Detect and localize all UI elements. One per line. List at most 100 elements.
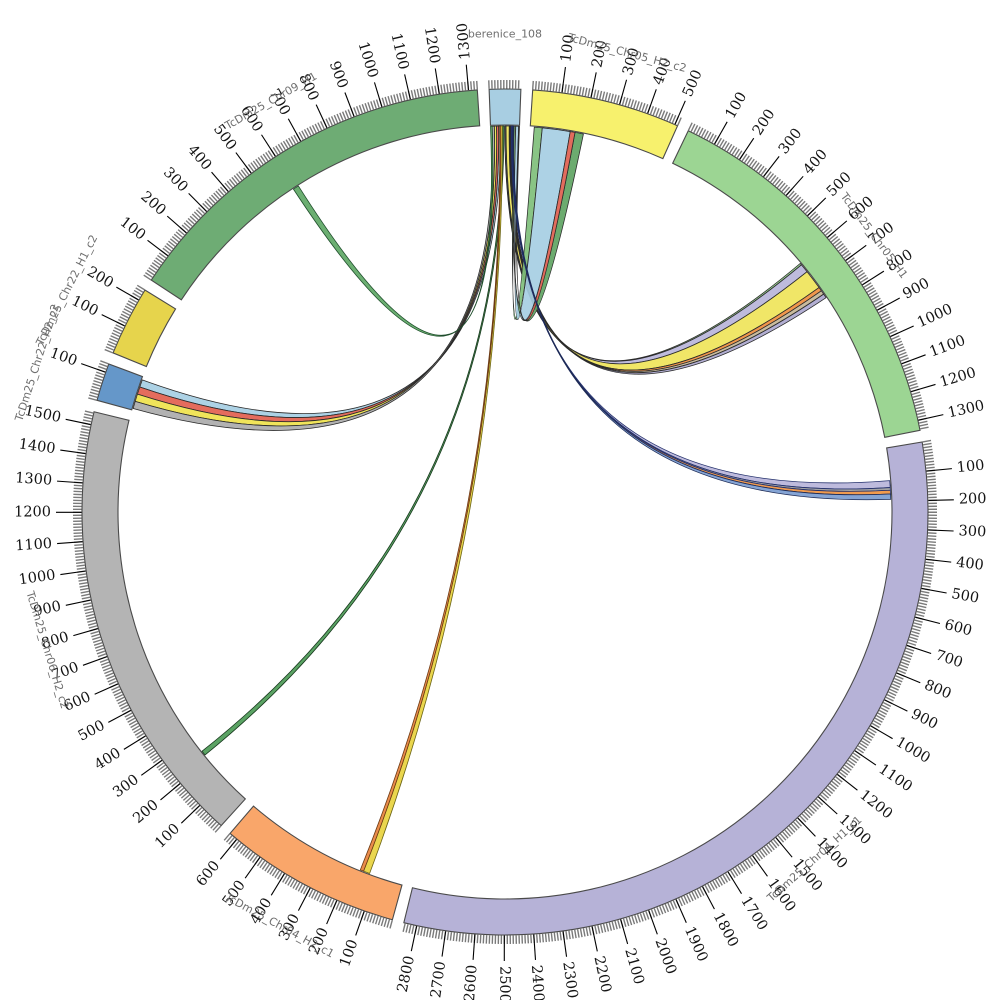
minor-tick (266, 865, 273, 874)
minor-tick (96, 371, 105, 376)
minor-tick (113, 691, 122, 697)
minor-tick (880, 707, 889, 713)
minor-tick (900, 661, 910, 666)
tick-number-TcDm25_Chr04_H1_c1-1900: 1900 (681, 924, 711, 964)
tick-number-TcDm25_Chr04_H1_c1-1200: 1200 (856, 787, 895, 822)
minor-tick (831, 780, 839, 788)
minor-tick (828, 233, 837, 241)
minor-tick (865, 732, 874, 739)
minor-tick (80, 430, 90, 434)
minor-tick (739, 863, 746, 872)
minor-tick (341, 903, 346, 913)
tick-number-TcDm25_Chr04_H1_c1-2800: 2800 (395, 954, 418, 993)
minor-tick (120, 313, 129, 319)
minor-tick (617, 920, 621, 929)
minor-tick (858, 274, 867, 281)
minor-tick (195, 807, 203, 815)
minor-tick (876, 714, 885, 721)
minor-tick (779, 182, 786, 191)
minor-tick (81, 425, 91, 429)
ribbon-layer (132, 125, 892, 874)
minor-tick (381, 97, 386, 107)
major-tick (901, 354, 926, 365)
minor-tick (709, 882, 716, 891)
minor-tick (455, 932, 459, 942)
tick-number-TcDm25_Chr04_H1_c1-100: 100 (956, 458, 985, 477)
minor-tick (184, 796, 193, 804)
minor-tick (807, 807, 815, 815)
segment-TcDm25_Chr05_H2_c2 (529, 89, 679, 160)
minor-tick (338, 902, 343, 912)
minor-tick (98, 365, 107, 370)
minor-tick (83, 605, 93, 609)
minor-tick (923, 445, 933, 449)
minor-tick (247, 163, 255, 172)
minor-tick (924, 454, 934, 458)
tick-number-TcDm25_Chr05_H1-900: 900 (900, 275, 932, 302)
minor-tick (136, 732, 145, 739)
major-tick (752, 855, 768, 877)
tick-number-TcDm25_Chr06_H2_c2-400: 400 (92, 745, 124, 773)
minor-tick (704, 884, 710, 894)
minor-tick (464, 81, 467, 91)
minor-tick (127, 717, 136, 723)
tick-number-TcDm25_Chr04_H1_c1-700: 700 (933, 647, 964, 671)
minor-tick (277, 143, 284, 152)
minor-tick (708, 133, 715, 142)
minor-tick (719, 876, 726, 885)
major-tick (921, 587, 947, 594)
minor-tick (927, 538, 937, 540)
minor-tick (117, 699, 126, 705)
minor-tick (817, 220, 825, 227)
minor-tick (835, 776, 843, 783)
minor-tick (921, 584, 931, 588)
major-tick (763, 156, 780, 177)
minor-tick (616, 95, 620, 104)
tick-number-TcDm25_Chr05_H1-400: 400 (800, 147, 830, 178)
minor-tick (897, 348, 906, 354)
minor-tick (719, 139, 725, 148)
minor-tick (655, 108, 660, 117)
minor-tick (565, 930, 568, 940)
minor-tick (201, 813, 209, 821)
major-tick (261, 134, 276, 157)
minor-tick (567, 84, 570, 94)
minor-tick (274, 870, 281, 879)
minor-tick (149, 752, 158, 759)
tick-number-TcDm25_Chr06_H2_c2-1400: 1400 (18, 436, 57, 457)
minor-tick (901, 658, 911, 663)
minor-tick (90, 388, 100, 393)
tick-number-TcDm25_Chr04_H1_c1-2600: 2600 (462, 964, 481, 1000)
minor-tick (361, 104, 366, 113)
minor-tick (874, 300, 883, 306)
minor-tick (558, 83, 561, 93)
minor-tick (855, 269, 864, 276)
minor-tick (416, 88, 420, 98)
minor-tick (204, 200, 212, 208)
minor-tick (601, 91, 606, 101)
minor-tick (238, 171, 245, 179)
tick-number-TcDm25_Chr09_H1-300: 300 (160, 165, 191, 196)
minor-tick (314, 123, 320, 132)
minor-tick (173, 233, 182, 241)
minor-tick (759, 849, 766, 858)
minor-tick (871, 722, 880, 729)
minor-tick (162, 247, 171, 254)
minor-tick (417, 926, 421, 936)
minor-tick (321, 895, 327, 904)
minor-tick (252, 160, 259, 169)
minor-tick (76, 457, 85, 461)
minor-tick (127, 300, 136, 306)
minor-tick (909, 636, 918, 641)
minor-tick (242, 848, 249, 856)
minor-tick (918, 420, 928, 424)
tick-number-TcDm25_Chr04_H1_c1-300: 300 (958, 523, 986, 540)
minor-tick (139, 737, 148, 744)
minor-tick (96, 650, 106, 655)
tick-number-TcDm25_Chr09_H1-900: 900 (326, 59, 351, 91)
minor-tick (907, 641, 917, 646)
minor-tick (112, 329, 122, 335)
major-tick (373, 82, 383, 107)
minor-tick (262, 153, 269, 162)
major-tick (434, 68, 440, 94)
